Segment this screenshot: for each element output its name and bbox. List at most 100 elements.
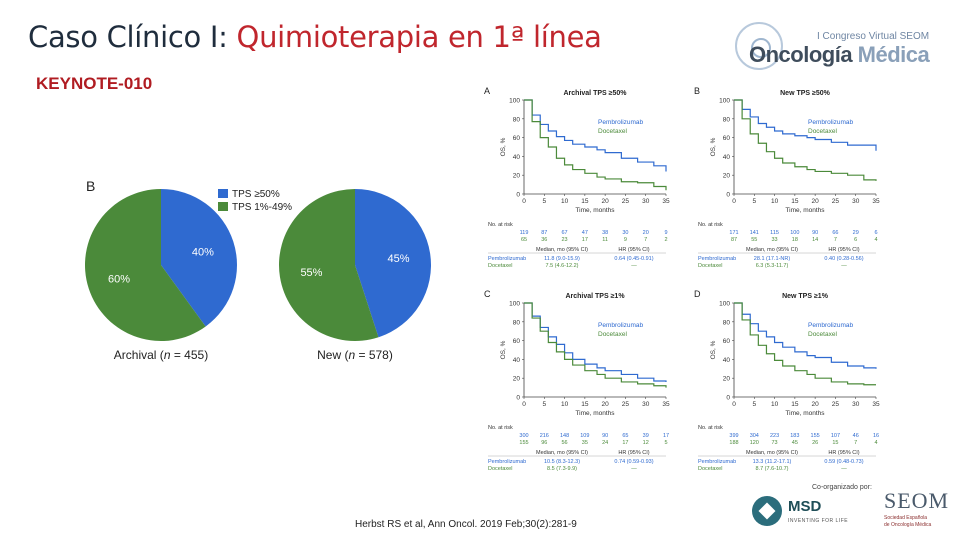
- km-y-axis-label: OS, %: [500, 137, 507, 156]
- km-y-tick-label: 0: [726, 192, 730, 199]
- km-at-risk-value: 141: [750, 230, 759, 236]
- km-at-risk-value: 7: [834, 237, 837, 243]
- km-at-risk-value: 109: [580, 433, 589, 439]
- km-x-tick-label: 30: [642, 401, 650, 408]
- km-y-tick-label: 60: [723, 135, 731, 142]
- seom-name: SEOM: [884, 488, 950, 513]
- km-y-tick-label: 80: [513, 319, 521, 326]
- pie-slice: [279, 189, 379, 341]
- km-at-risk-value: 36: [541, 237, 547, 243]
- km-x-axis-label: Time, months: [575, 410, 615, 417]
- km-y-tick-label: 80: [723, 116, 731, 123]
- km-x-tick-label: 10: [771, 198, 779, 205]
- km-at-risk-value: 38: [602, 230, 608, 236]
- km-at-risk-value: 45: [792, 440, 798, 446]
- km-at-risk-value: 66: [832, 230, 838, 236]
- km-at-risk-value: 17: [582, 237, 588, 243]
- km-panel-title: Archival TPS ≥1%: [565, 293, 625, 300]
- km-y-tick-label: 0: [516, 192, 520, 199]
- km-y-tick-label: 20: [513, 173, 521, 180]
- km-at-risk-value: 304: [750, 433, 759, 439]
- km-legend-label: Docetaxel: [808, 128, 837, 135]
- km-panel-title: Archival TPS ≥50%: [564, 90, 628, 97]
- km-x-tick-label: 15: [581, 198, 589, 205]
- km-series-line: [734, 99, 877, 151]
- logo-oncologia-text: Oncología Médica: [749, 42, 930, 68]
- km-at-risk-value: 7: [644, 237, 647, 243]
- km-at-risk-value: 9: [664, 230, 667, 236]
- km-summary-header: Median, mo (95% CI): [746, 450, 798, 456]
- km-at-risk-value: 55: [751, 237, 757, 243]
- km-at-risk-value: 216: [540, 433, 549, 439]
- km-at-risk-value: 67: [562, 230, 568, 236]
- km-at-risk-value: 90: [812, 230, 818, 236]
- km-x-tick-label: 5: [542, 198, 546, 205]
- km-at-risk-value: 399: [729, 433, 738, 439]
- km-summary-hr: —: [841, 466, 847, 472]
- slide-title: Caso Clínico I: Quimioterapia en 1ª líne…: [28, 20, 602, 54]
- logo-onco: Oncología: [749, 42, 853, 67]
- km-legend-label: Pembrolizumab: [598, 119, 644, 126]
- pie-slice-label: 40%: [192, 246, 214, 258]
- km-at-risk-value: 155: [519, 440, 528, 446]
- km-x-tick-label: 0: [522, 401, 526, 408]
- km-at-risk-value: 188: [729, 440, 738, 446]
- km-y-tick-label: 80: [723, 319, 731, 326]
- km-y-tick-label: 20: [723, 173, 731, 180]
- km-summary-name: Docetaxel: [698, 263, 722, 269]
- km-at-risk-value: 35: [582, 440, 588, 446]
- km-x-tick-label: 25: [622, 401, 630, 408]
- km-at-risk-value: 30: [622, 230, 628, 236]
- km-x-tick-label: 30: [852, 401, 860, 408]
- km-at-risk-value: 300: [519, 433, 528, 439]
- citation: Herbst RS et al, Ann Oncol. 2019 Feb;30(…: [355, 519, 577, 530]
- seom-desc-line1: Sociedad Española: [884, 515, 928, 521]
- km-x-tick-label: 35: [662, 401, 670, 408]
- km-at-risk-value: 65: [622, 433, 628, 439]
- logo-congreso-text: I Congreso Virtual SEOM: [817, 31, 930, 42]
- km-series-line: [734, 302, 877, 369]
- km-at-risk-value: 5: [664, 440, 667, 446]
- km-x-tick-label: 20: [812, 198, 820, 205]
- km-at-risk-value: 18: [792, 237, 798, 243]
- km-legend-label: Pembrolizumab: [808, 119, 854, 126]
- sponsor-label: Co-organizado por:: [812, 484, 872, 491]
- km-panel: D New TPS ≥1% 0 20 40 60 80 100 0 5 10 15 20 25 30 35 Ti…: [694, 289, 880, 472]
- km-at-risk-value: 17: [663, 433, 669, 439]
- km-x-tick-label: 30: [642, 198, 650, 205]
- km-at-risk-value: 4: [874, 440, 877, 446]
- km-summary-hr: 0.59 (0.48-0.73): [824, 459, 863, 465]
- km-summary-name: Pembrolizumab: [698, 256, 736, 262]
- km-x-tick-label: 35: [662, 198, 670, 205]
- km-at-risk-value: 46: [853, 433, 859, 439]
- km-x-tick-label: 10: [771, 401, 779, 408]
- km-y-tick-label: 40: [723, 154, 731, 161]
- km-at-risk-value: 100: [790, 230, 799, 236]
- km-at-risk-value: 20: [643, 230, 649, 236]
- km-x-axis-label: Time, months: [785, 410, 825, 417]
- km-at-risk-value: 90: [602, 433, 608, 439]
- km-x-tick-label: 10: [561, 401, 569, 408]
- km-x-tick-label: 10: [561, 198, 569, 205]
- km-at-risk-value: 29: [853, 230, 859, 236]
- km-y-tick-label: 100: [509, 301, 520, 308]
- km-summary-median: 11.8 (9.0-15.9): [544, 256, 580, 262]
- km-at-risk-label: No. at risk: [488, 222, 513, 228]
- pie-legend-swatch: [218, 189, 228, 198]
- km-y-tick-label: 0: [516, 395, 520, 402]
- km-summary-header: HR (95% CI): [618, 450, 649, 456]
- km-at-risk-value: 96: [541, 440, 547, 446]
- km-at-risk-value: 171: [729, 230, 738, 236]
- km-summary-median: 28.1 (17.1-NR): [754, 256, 791, 262]
- km-at-risk-value: 26: [812, 440, 818, 446]
- km-summary-median: 6.3 (5.3-11.7): [756, 263, 789, 269]
- logo-medica: Médica: [852, 42, 930, 67]
- km-summary-hr: —: [631, 263, 637, 269]
- km-series-line: [524, 302, 667, 388]
- pie-caption: New (n = 578): [317, 348, 393, 362]
- km-at-risk-value: 115: [770, 230, 779, 236]
- km-legend-label: Docetaxel: [598, 331, 627, 338]
- km-legend-label: Docetaxel: [808, 331, 837, 338]
- km-x-tick-label: 5: [752, 198, 756, 205]
